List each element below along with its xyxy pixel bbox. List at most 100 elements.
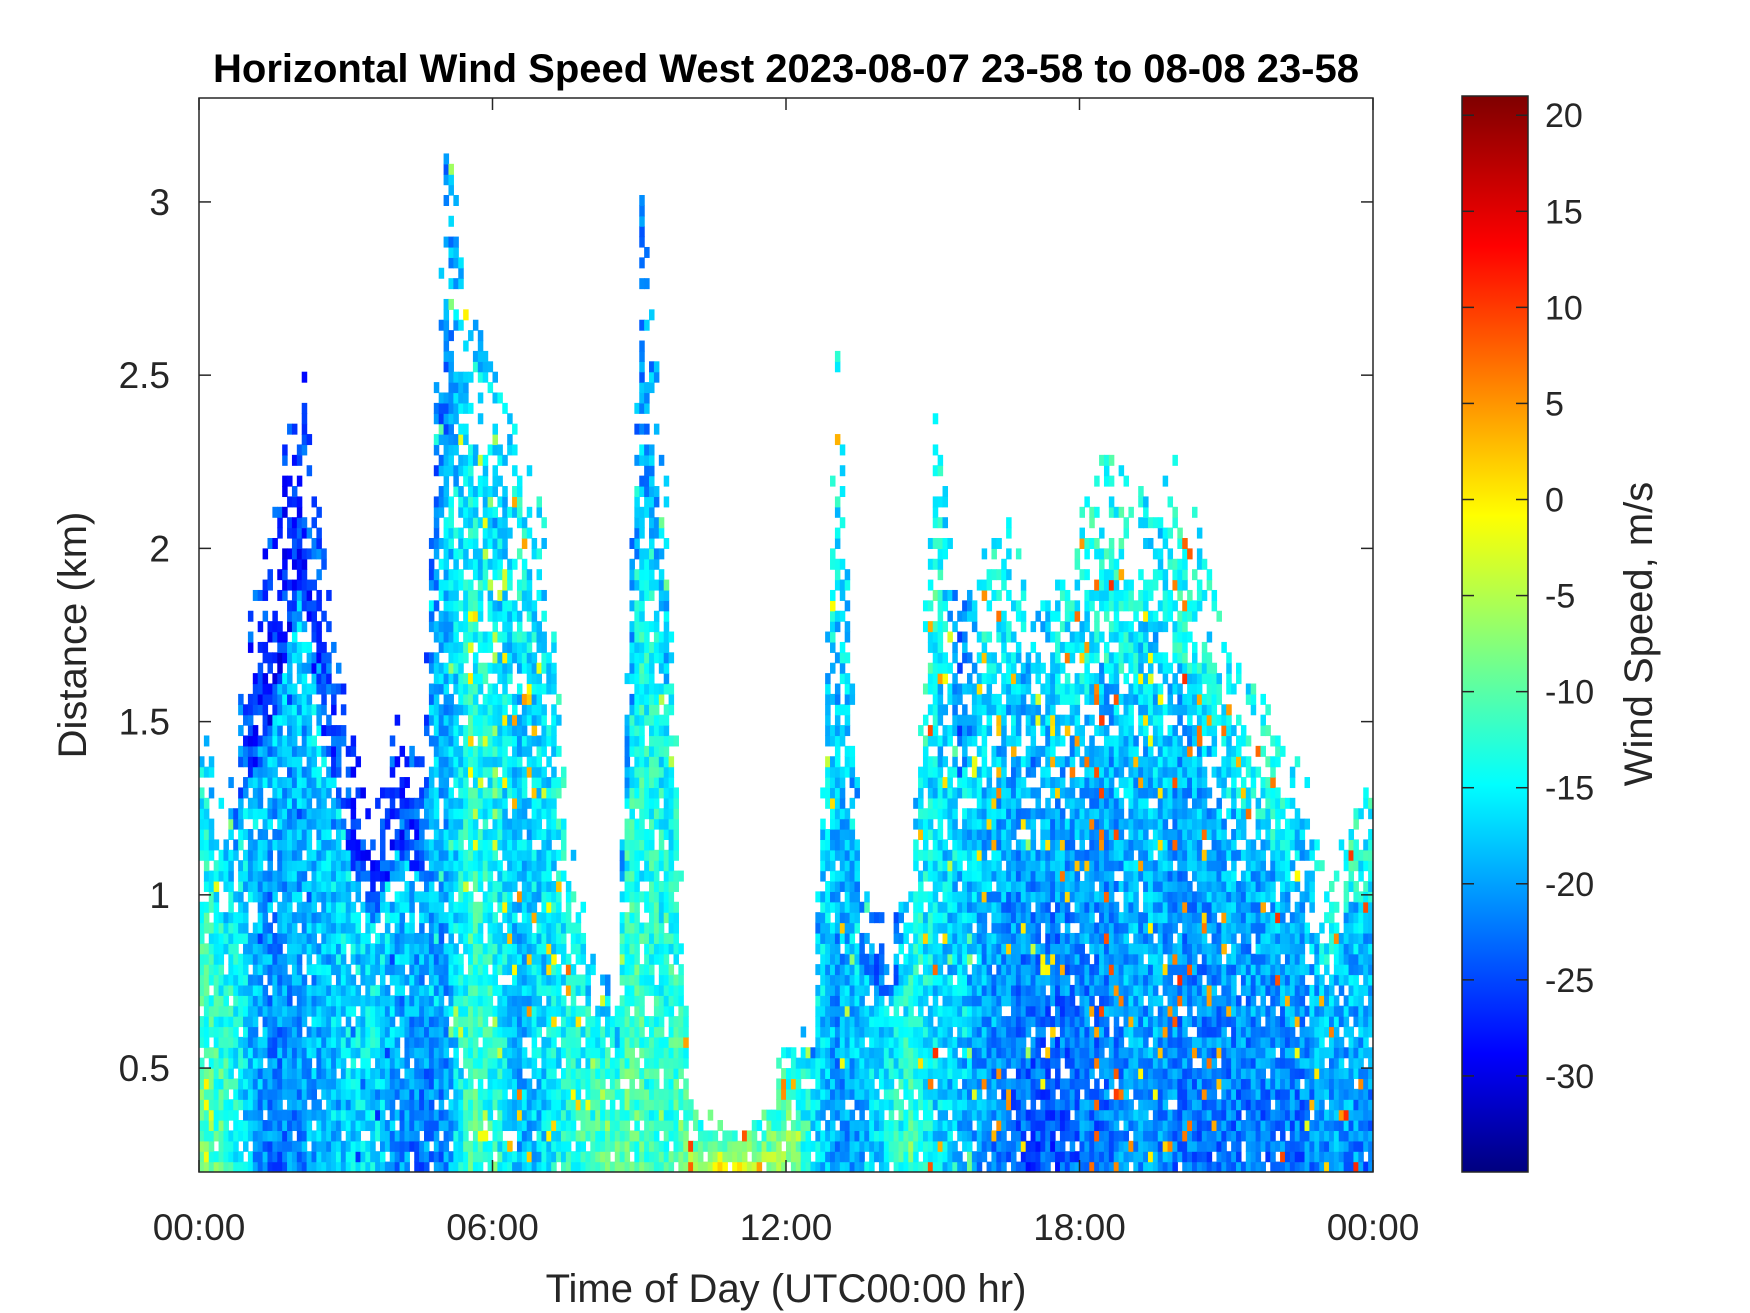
heatmap-cell <box>673 808 679 820</box>
heatmap-cell <box>839 444 846 456</box>
heatmap-cell <box>414 1161 420 1172</box>
heatmap-cell <box>531 849 538 861</box>
heatmap-cell <box>541 808 547 820</box>
heatmap-cell <box>854 943 860 955</box>
heatmap-cell <box>360 1161 366 1172</box>
heatmap-cell <box>492 662 498 674</box>
heatmap-cell <box>512 818 518 830</box>
heatmap-cell <box>541 839 547 851</box>
heatmap-cell <box>560 943 567 955</box>
heatmap-cell <box>267 1005 273 1017</box>
heatmap-cell <box>316 1005 322 1017</box>
heatmap-cell <box>438 1068 445 1080</box>
heatmap-cell <box>331 1078 337 1090</box>
heatmap-cell <box>560 829 567 840</box>
heatmap-cell <box>653 496 660 508</box>
heatmap-cell <box>443 725 450 737</box>
heatmap-cell <box>536 714 543 726</box>
heatmap-cell <box>355 912 362 924</box>
heatmap-cell <box>370 922 376 934</box>
heatmap-cell <box>199 787 205 799</box>
heatmap-cell <box>389 1109 396 1121</box>
heatmap-cell <box>712 1130 719 1142</box>
heatmap-cell <box>864 1047 870 1059</box>
heatmap-cell <box>326 714 332 726</box>
heatmap-cell <box>536 693 543 705</box>
heatmap-cell <box>786 1047 792 1059</box>
heatmap-cell <box>404 818 410 830</box>
heatmap-cell <box>477 662 484 674</box>
heatmap-cell <box>389 797 396 809</box>
heatmap-cell <box>428 1130 435 1142</box>
heatmap-cell <box>331 641 337 653</box>
heatmap-cell <box>458 527 464 539</box>
heatmap-cell <box>609 1078 616 1090</box>
heatmap-cell <box>741 1130 748 1142</box>
heatmap-cell <box>345 932 352 944</box>
heatmap-cell <box>531 912 538 924</box>
heatmap-cell <box>497 777 503 789</box>
heatmap-cell <box>556 1109 562 1121</box>
heatmap-cell <box>565 880 572 892</box>
heatmap-cell <box>526 1099 533 1111</box>
heatmap-cell <box>472 589 479 601</box>
heatmap-cell <box>854 891 860 903</box>
heatmap-cell <box>370 1078 376 1090</box>
heatmap-cell <box>296 1016 303 1028</box>
heatmap-cell <box>649 829 655 840</box>
heatmap-cell <box>507 1068 513 1080</box>
heatmap-cell <box>531 1005 538 1017</box>
heatmap-cell <box>252 870 259 882</box>
heatmap-cell <box>492 683 498 695</box>
heatmap-cell <box>590 1078 596 1090</box>
heatmap-cell <box>639 1016 645 1028</box>
heatmap-cell <box>433 891 440 903</box>
heatmap-cell <box>463 870 469 882</box>
heatmap-cell <box>316 995 322 1007</box>
heatmap-cell <box>477 579 484 591</box>
heatmap-cell <box>634 537 640 549</box>
heatmap-cell <box>497 548 503 560</box>
heatmap-cell <box>663 984 670 996</box>
heatmap-cell <box>350 808 357 820</box>
heatmap-cell <box>360 1151 366 1163</box>
heatmap-cell <box>379 1016 386 1028</box>
heatmap-cell <box>247 777 254 789</box>
heatmap-cell <box>340 880 347 892</box>
heatmap-cell <box>653 943 660 955</box>
heatmap-cell <box>468 1057 474 1069</box>
heatmap-cell <box>658 1036 665 1048</box>
heatmap-cell <box>521 1078 528 1090</box>
heatmap-cell <box>844 891 851 903</box>
heatmap-cell <box>257 756 264 768</box>
heatmap-cell <box>531 725 538 737</box>
heatmap-cell <box>649 1120 655 1132</box>
heatmap-cell <box>629 922 635 934</box>
heatmap-cell <box>653 579 660 591</box>
heatmap-cell <box>521 641 528 653</box>
heatmap-cell <box>428 652 435 664</box>
heatmap-cell <box>658 1099 665 1111</box>
heatmap-cell <box>404 974 410 986</box>
heatmap-cell <box>448 465 454 477</box>
heatmap-cell <box>776 1151 782 1163</box>
heatmap-cell <box>482 1109 489 1121</box>
heatmap-cell <box>644 808 650 820</box>
heatmap-cell <box>482 870 489 882</box>
heatmap-cell <box>350 1078 357 1090</box>
heatmap-cell <box>399 787 406 799</box>
heatmap-cell <box>683 1120 689 1132</box>
heatmap-cell <box>639 506 645 518</box>
heatmap-cell <box>247 943 254 955</box>
heatmap-cell <box>326 922 332 934</box>
heatmap-cell <box>634 777 640 789</box>
heatmap-cell <box>472 818 479 830</box>
heatmap-cell <box>296 558 303 570</box>
heatmap-cell <box>404 1068 410 1080</box>
heatmap-cell <box>844 621 851 633</box>
heatmap-cell <box>497 558 503 570</box>
heatmap-cell <box>477 548 484 560</box>
heatmap-cell <box>844 1109 851 1121</box>
heatmap-cell <box>277 725 283 737</box>
heatmap-cell <box>629 621 635 633</box>
